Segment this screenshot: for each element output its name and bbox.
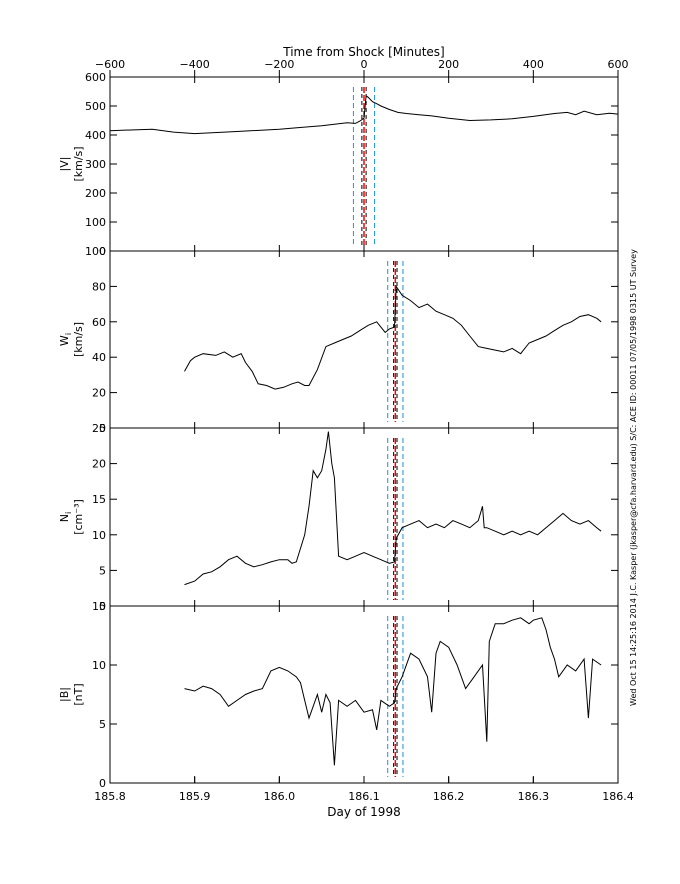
y-axis-label-subscript: i [64,512,73,514]
bottom-axis-tick-label: 186.0 [264,790,296,803]
y-axis-label-units: [km/s] [72,146,85,181]
panel-frame [109,427,619,607]
bottom-axis-tick-label: 186.3 [518,790,550,803]
bottom-axis-tick-label: 185.8 [94,790,126,803]
top-axis-tick-label: 200 [438,58,459,71]
y-tick-label: 10 [92,529,106,542]
y-tick-label: 0 [99,422,106,435]
y-axis-label-units: [nT] [72,683,85,705]
top-axis-tick-label: −600 [95,58,125,71]
bottom-axis-tick-label: 185.9 [179,790,211,803]
series-line-speed [109,94,619,135]
y-axis-label-top: |B| [58,687,71,702]
top-axis-label: Time from Shock [Minutes] [282,45,444,59]
panel-magnetic-field: 0 5 10 15 |B| [nT] [58,600,619,790]
y-tick-label: 10 [92,659,106,672]
series-line-density [184,431,602,586]
y-axis-label-subscript: i [64,333,73,335]
y-tick-label: 60 [92,316,106,329]
panel-frame [109,605,619,784]
y-axis-label-units: [km/s] [72,322,85,357]
series-line-magnetic-field [184,617,602,766]
top-axis-tick-label: −200 [264,58,294,71]
panel-density: 0 5 10 15 20 25 Ni [cm⁻³] [58,422,619,613]
y-axis-label-top: |V| [58,157,71,172]
y-tick-label: 20 [92,387,106,400]
y-axis-label-units: [cm⁻³] [72,499,85,535]
bottom-axis-label: Day of 1998 [327,805,400,819]
y-axis-label-top: Ni [58,512,73,522]
y-tick-label: 15 [92,600,106,613]
y-tick-label: 300 [85,158,106,171]
y-tick-label: 25 [92,422,106,435]
y-tick-label: 5 [99,564,106,577]
y-tick-label: 400 [85,129,106,142]
y-tick-label: 600 [85,71,106,84]
top-axis-tick-label: 600 [608,58,629,71]
top-axis-tick-label: 0 [361,58,368,71]
y-tick-label: 15 [92,493,106,506]
bottom-axis-tick-label: 186.2 [433,790,465,803]
top-axis-tick-label: −400 [180,58,210,71]
y-tick-label: 5 [99,718,106,731]
y-tick-label: 100 [85,245,106,258]
panel-frame [109,250,619,429]
y-tick-label: 80 [92,280,106,293]
side-annotation: Wed Oct 15 14:25:16 2014 J.C. Kasper (jk… [629,249,638,706]
y-tick-label: 200 [85,187,106,200]
bottom-axis-tick-label: 186.1 [348,790,380,803]
y-axis-label-top: Wi [58,333,73,346]
series-line-thermal-speed [184,284,602,390]
bottom-axis-tick-label: 186.4 [602,790,634,803]
y-tick-label: 0 [99,245,106,258]
panel-thermal-speed: 0 20 40 60 80 100 Wi [km/s] [58,245,619,435]
y-tick-label: 100 [85,216,106,229]
y-tick-label: 0 [99,777,106,790]
top-time-axis: −600 −400 −200 0 200 400 600 [95,58,629,77]
top-axis-tick-label: 400 [523,58,544,71]
y-tick-label: 40 [92,351,106,364]
y-tick-label: 20 [92,458,106,471]
y-tick-label: 0 [99,600,106,613]
bottom-day-axis: 185.8 185.9 186.0 186.1 186.2 186.3 186.4 [94,776,634,803]
y-tick-label: 500 [85,100,106,113]
